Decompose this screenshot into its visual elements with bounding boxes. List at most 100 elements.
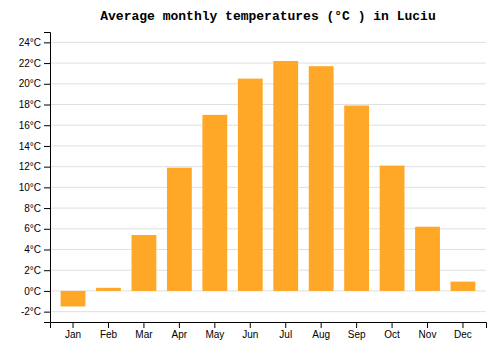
bar — [167, 168, 192, 291]
bars — [61, 61, 476, 306]
bar — [202, 115, 227, 291]
grid-line — [50, 311, 486, 312]
x-tick: Feb — [100, 322, 118, 340]
x-tick-label: Jan — [65, 329, 81, 340]
y-tick: 24°C — [19, 37, 50, 48]
x-tick: Nov — [419, 322, 437, 340]
y-tick: 2°C — [24, 265, 50, 276]
x-tick-mark — [214, 322, 215, 328]
y-tick: 8°C — [24, 203, 50, 214]
x-tick: Jan — [65, 322, 81, 340]
x-tick-mark — [73, 322, 74, 328]
x-tick-mark — [108, 322, 109, 328]
x-tick: Sep — [348, 322, 366, 340]
bar — [451, 282, 476, 291]
bar — [132, 235, 157, 291]
x-tick: Apr — [172, 322, 188, 340]
grid — [50, 42, 486, 311]
x-tick: Oct — [384, 322, 400, 340]
y-tick-mark — [44, 146, 50, 147]
y-tick: 6°C — [24, 223, 50, 234]
bar — [96, 288, 121, 291]
x-tick-label: Dec — [454, 329, 472, 340]
x-tick-mark — [392, 322, 393, 328]
x-tick-label: May — [205, 329, 224, 340]
x-tick-mark — [356, 322, 357, 328]
bar — [273, 61, 298, 291]
y-tick-label: 22°C — [19, 58, 41, 69]
title: Average monthly temperatures (°C ) in Lu… — [100, 9, 435, 24]
bar — [380, 166, 405, 291]
grid-line — [50, 187, 486, 188]
x-tick-label: Jun — [242, 329, 258, 340]
y-tick-mark — [44, 270, 50, 271]
grid-line — [50, 83, 486, 84]
grid-line — [50, 208, 486, 209]
y-tick-label: 20°C — [19, 78, 41, 89]
x-tick-mark — [427, 322, 428, 328]
grid-line — [50, 63, 486, 64]
x-axis: Jan Feb Mar Apr May Jun Jul Aug Sep Oct Nov Dec — [51, 322, 487, 340]
y-tick: 0°C — [24, 286, 50, 297]
y-tick-mark — [44, 167, 50, 168]
y-tick-mark — [44, 229, 50, 230]
y-tick-mark — [44, 187, 50, 188]
y-tick-label: 6°C — [24, 223, 41, 234]
y-tick: 4°C — [24, 244, 50, 255]
y-tick-label: 8°C — [24, 203, 41, 214]
bar — [238, 79, 263, 291]
y-tick: 10°C — [19, 182, 50, 193]
chart: -2°C 0°C 2°C 4°C 6°C 8°C 10°C 12°C 14°C 16°C 18°C 2… — [0, 0, 500, 350]
y-tick-mark — [44, 208, 50, 209]
x-tick-label: Oct — [384, 329, 400, 340]
y-tick: 14°C — [19, 141, 50, 152]
x-tick-mark — [143, 322, 144, 328]
grid-line — [50, 104, 486, 105]
y-tick: 18°C — [19, 99, 50, 110]
y-tick-mark — [44, 42, 50, 43]
bar — [61, 291, 86, 307]
y-tick-mark — [44, 84, 50, 85]
grid-line — [50, 42, 486, 43]
x-tick-label: Sep — [348, 329, 366, 340]
x-tick-label: Mar — [135, 329, 153, 340]
x-tick-mark — [179, 322, 180, 328]
y-tick-label: 18°C — [19, 99, 41, 110]
y-tick-label: -2°C — [21, 306, 41, 317]
y-tick: 22°C — [19, 58, 50, 69]
y-tick-mark — [44, 312, 50, 313]
x-tick: Aug — [312, 322, 330, 340]
y-tick: 16°C — [19, 120, 50, 131]
y-tick-mark — [44, 105, 50, 106]
grid-line — [50, 166, 486, 167]
bar — [415, 227, 440, 291]
x-tick-mark — [321, 322, 322, 328]
y-tick-label: 16°C — [19, 120, 41, 131]
x-tick-mark — [250, 322, 251, 328]
x-tick-label: Nov — [419, 329, 437, 340]
x-tick: Jul — [279, 322, 292, 340]
grid-line — [50, 125, 486, 126]
y-tick-mark — [44, 250, 50, 251]
y-tick-label: 24°C — [19, 37, 41, 48]
bar — [309, 66, 334, 291]
x-tick-label: Feb — [100, 329, 118, 340]
x-tick-label: Jul — [279, 329, 292, 340]
y-tick-mark — [44, 63, 50, 64]
y-tick: 12°C — [19, 161, 50, 172]
y-tick-label: 2°C — [24, 265, 41, 276]
y-tick-label: 10°C — [19, 182, 41, 193]
y-tick-label: 4°C — [24, 244, 41, 255]
y-tick: -2°C — [21, 306, 50, 317]
x-tick-label: Apr — [172, 329, 188, 340]
plot: -2°C 0°C 2°C 4°C 6°C 8°C 10°C 12°C 14°C 16°C 18°C 2… — [19, 33, 487, 341]
y-tick-label: 14°C — [19, 141, 41, 152]
x-axis-line — [51, 323, 487, 329]
y-tick: 20°C — [19, 78, 50, 89]
x-tick-mark — [462, 322, 463, 328]
y-tick-label: 0°C — [24, 286, 41, 297]
x-tick: Dec — [454, 322, 472, 340]
x-tick: Mar — [135, 322, 153, 340]
y-axis: -2°C 0°C 2°C 4°C 6°C 8°C 10°C 12°C 14°C 16°C 18°C 2… — [19, 33, 51, 323]
y-tick-mark — [44, 125, 50, 126]
